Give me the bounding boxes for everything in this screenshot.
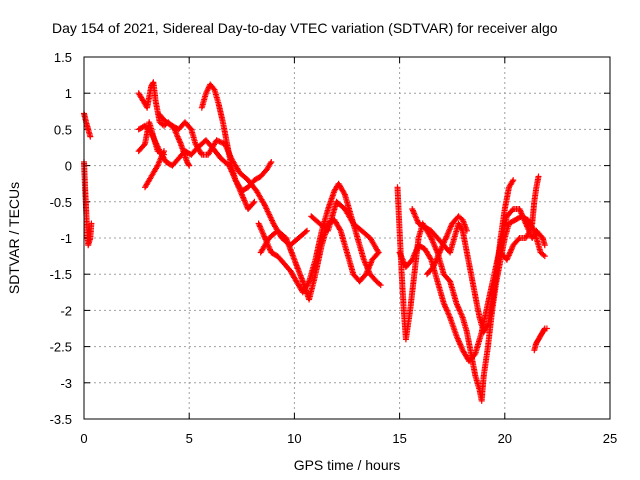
- x-tick-label: 0: [80, 431, 87, 446]
- data-points: [81, 79, 550, 404]
- y-axis-label: SDTVAR / TECUs: [6, 182, 22, 294]
- series-arc-b: [81, 159, 95, 249]
- y-tick-label: -2.5: [50, 340, 72, 355]
- data-point-markers: [135, 119, 167, 158]
- data-point-markers: [257, 216, 382, 303]
- y-tick-label: -1: [60, 231, 72, 246]
- x-tick-label: 20: [498, 431, 512, 446]
- x-tick-label: 25: [603, 431, 617, 446]
- series-arc-e: [135, 119, 167, 158]
- data-point-markers: [142, 148, 167, 191]
- x-tick-label: 10: [287, 431, 301, 446]
- x-tick-label: 15: [392, 431, 406, 446]
- data-point-markers: [409, 177, 517, 336]
- series-arc-f: [142, 148, 167, 191]
- series-arc-n: [409, 177, 517, 336]
- y-tick-label: 0.5: [54, 122, 72, 137]
- data-point-markers: [531, 325, 550, 354]
- series-arc-a: [81, 110, 94, 140]
- data-point-markers: [308, 198, 382, 256]
- series-arc-q: [531, 325, 550, 354]
- y-tick-label: -3.5: [50, 412, 72, 427]
- series-arc-p: [497, 173, 542, 263]
- y-tick-label: 1.5: [54, 50, 72, 65]
- y-tick-label: 0: [65, 159, 72, 174]
- chart-title: Day 154 of 2021, Sidereal Day-to-day VTE…: [52, 20, 558, 36]
- x-axis-label: GPS time / hours: [294, 457, 401, 473]
- y-tick-label: -1.5: [50, 267, 72, 282]
- series-arc-k: [308, 198, 382, 256]
- x-tick-labels: 0 5 10 15 20 25: [80, 431, 617, 446]
- x-tick-label: 5: [186, 431, 193, 446]
- series-arc-h: [198, 81, 275, 194]
- y-tick-label: -0.5: [50, 195, 72, 210]
- y-tick-label: -3: [60, 376, 72, 391]
- series-arc-o: [424, 213, 470, 278]
- data-point-markers: [497, 173, 542, 263]
- plot-frame: [83, 56, 611, 420]
- data-point-markers: [198, 81, 275, 194]
- data-point-markers: [81, 159, 95, 249]
- data-point-markers: [424, 213, 470, 278]
- data-point-markers: [81, 110, 94, 140]
- series-arc-j: [257, 216, 382, 303]
- y-tick-label: -2: [60, 303, 72, 318]
- y-tick-labels: -3.5 -3 -2.5 -2 -1.5 -1 -0.5 0 0.5 1 1.5: [50, 50, 72, 427]
- y-tick-label: 1: [65, 86, 72, 101]
